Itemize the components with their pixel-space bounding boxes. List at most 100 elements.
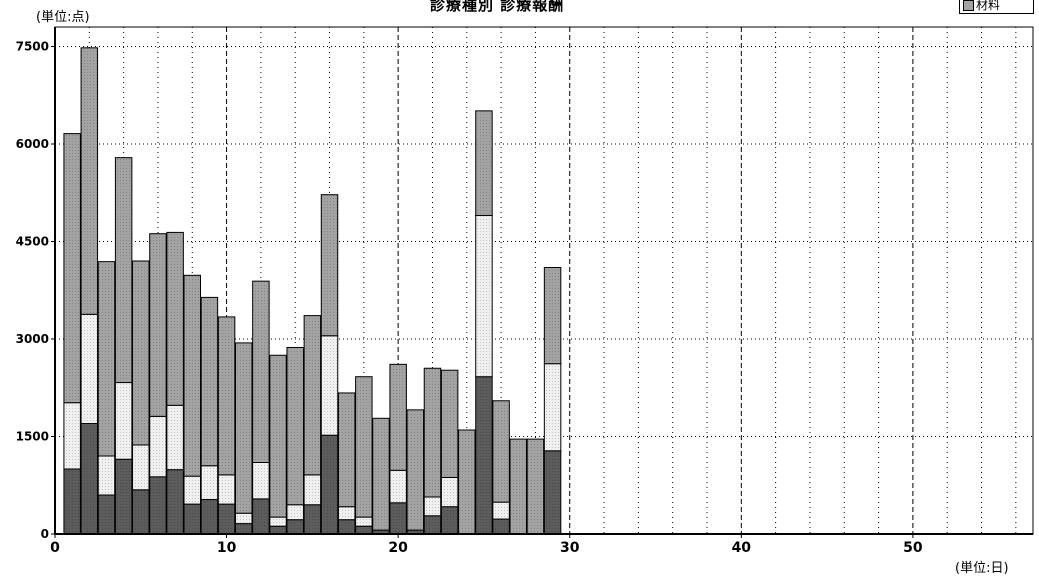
- bar-texture: [286, 504, 304, 520]
- bar-texture: [389, 470, 407, 503]
- y-tick-label: 1500: [16, 430, 49, 444]
- bar-texture: [544, 267, 561, 364]
- bar-texture: [441, 477, 458, 507]
- bar-texture: [355, 517, 373, 527]
- bar-texture: [166, 232, 184, 406]
- bar-texture: [132, 444, 150, 490]
- bar-texture: [389, 502, 407, 534]
- bar-texture: [424, 496, 441, 516]
- bar-texture: [527, 439, 544, 534]
- bar-texture: [81, 423, 98, 534]
- bar-texture: [407, 409, 424, 531]
- bar-texture: [132, 261, 150, 445]
- bar-texture: [218, 504, 235, 534]
- y-axis-unit-label: (単位:点): [36, 10, 90, 25]
- bar-texture: [149, 416, 167, 477]
- bar-texture: [544, 363, 561, 451]
- bar-texture: [441, 506, 458, 534]
- bar-texture: [149, 233, 167, 417]
- bar-texture: [184, 504, 201, 534]
- bar-texture: [304, 315, 321, 475]
- bar-texture: [475, 215, 493, 377]
- bar-texture: [184, 476, 201, 505]
- bar-texture: [304, 474, 321, 505]
- bar-texture: [355, 526, 373, 534]
- y-tick-label: 6000: [16, 137, 49, 151]
- bar-texture: [252, 281, 270, 463]
- bar-texture: [321, 435, 338, 534]
- bar-texture: [492, 502, 510, 520]
- x-tick-label: 0: [50, 540, 60, 556]
- bar-texture: [252, 498, 270, 534]
- bar-texture: [218, 316, 235, 475]
- bar-texture: [544, 450, 561, 534]
- bar-texture: [235, 513, 252, 524]
- bar-texture: [338, 506, 355, 520]
- bar-texture: [132, 489, 150, 534]
- bar-texture: [201, 297, 218, 466]
- legend: 材料: [959, 0, 1034, 14]
- bar-texture: [304, 504, 321, 534]
- x-tick-label: 30: [560, 540, 580, 556]
- bar-texture: [252, 462, 270, 499]
- x-tick-label: 10: [217, 540, 237, 556]
- bar-texture: [269, 526, 287, 534]
- bar-texture: [235, 342, 252, 514]
- bar-texture: [475, 376, 493, 534]
- bar-texture: [98, 495, 115, 534]
- y-tick-label: 4500: [16, 235, 49, 249]
- bar-texture: [286, 347, 304, 505]
- bar-texture: [218, 474, 235, 505]
- bar-texture: [321, 194, 338, 336]
- legend-swatch: [963, 0, 974, 11]
- bar-texture: [389, 364, 407, 471]
- bar-texture: [458, 430, 476, 534]
- bar-texture: [441, 370, 458, 478]
- bar-texture: [475, 110, 493, 216]
- bar-texture: [98, 456, 115, 495]
- bar-texture: [510, 439, 527, 534]
- bar-texture: [98, 261, 115, 456]
- legend-label: 材料: [976, 0, 1001, 12]
- bar-texture: [269, 355, 287, 518]
- y-tick-label: 0: [41, 527, 49, 541]
- bar-texture: [424, 368, 441, 497]
- x-axis-unit-label: (単位:日): [955, 561, 1009, 576]
- bar-texture: [81, 47, 98, 315]
- bar-texture: [63, 133, 81, 403]
- bar-texture: [184, 275, 201, 477]
- bar-texture: [492, 400, 510, 503]
- bar-texture: [201, 499, 218, 534]
- x-tick-label: 50: [903, 540, 923, 556]
- x-tick-label: 20: [388, 540, 408, 556]
- y-tick-label: 7500: [16, 40, 49, 54]
- bar-texture: [149, 476, 167, 534]
- bars: [63, 47, 562, 535]
- bar-texture: [269, 517, 287, 527]
- bar-texture: [338, 392, 355, 507]
- bar-texture: [63, 469, 81, 534]
- bar-texture: [81, 314, 98, 424]
- bar-texture: [201, 465, 218, 500]
- bar-texture: [338, 519, 355, 534]
- axes: 0 1500 3000 4500 6000 7500 0 10 20 30 40 50: [16, 27, 1033, 556]
- bar-texture: [355, 376, 373, 518]
- bar-texture: [166, 405, 184, 470]
- bar-texture: [115, 382, 132, 460]
- bar-texture: [407, 530, 424, 534]
- bar-texture: [63, 402, 81, 469]
- bar-texture: [372, 530, 390, 534]
- chart-title: 診療種別 診療報酬: [430, 0, 565, 14]
- x-tick-label: 40: [732, 540, 752, 556]
- bar-texture: [115, 459, 132, 534]
- bar-texture: [492, 519, 510, 534]
- y-tick-label: 3000: [16, 332, 49, 346]
- bar-texture: [372, 418, 390, 531]
- bar-texture: [115, 157, 132, 383]
- bar-texture: [424, 515, 441, 534]
- bar-texture: [286, 519, 304, 534]
- bar-texture: [235, 523, 252, 534]
- bar-texture: [321, 335, 338, 436]
- bar-texture: [166, 469, 184, 534]
